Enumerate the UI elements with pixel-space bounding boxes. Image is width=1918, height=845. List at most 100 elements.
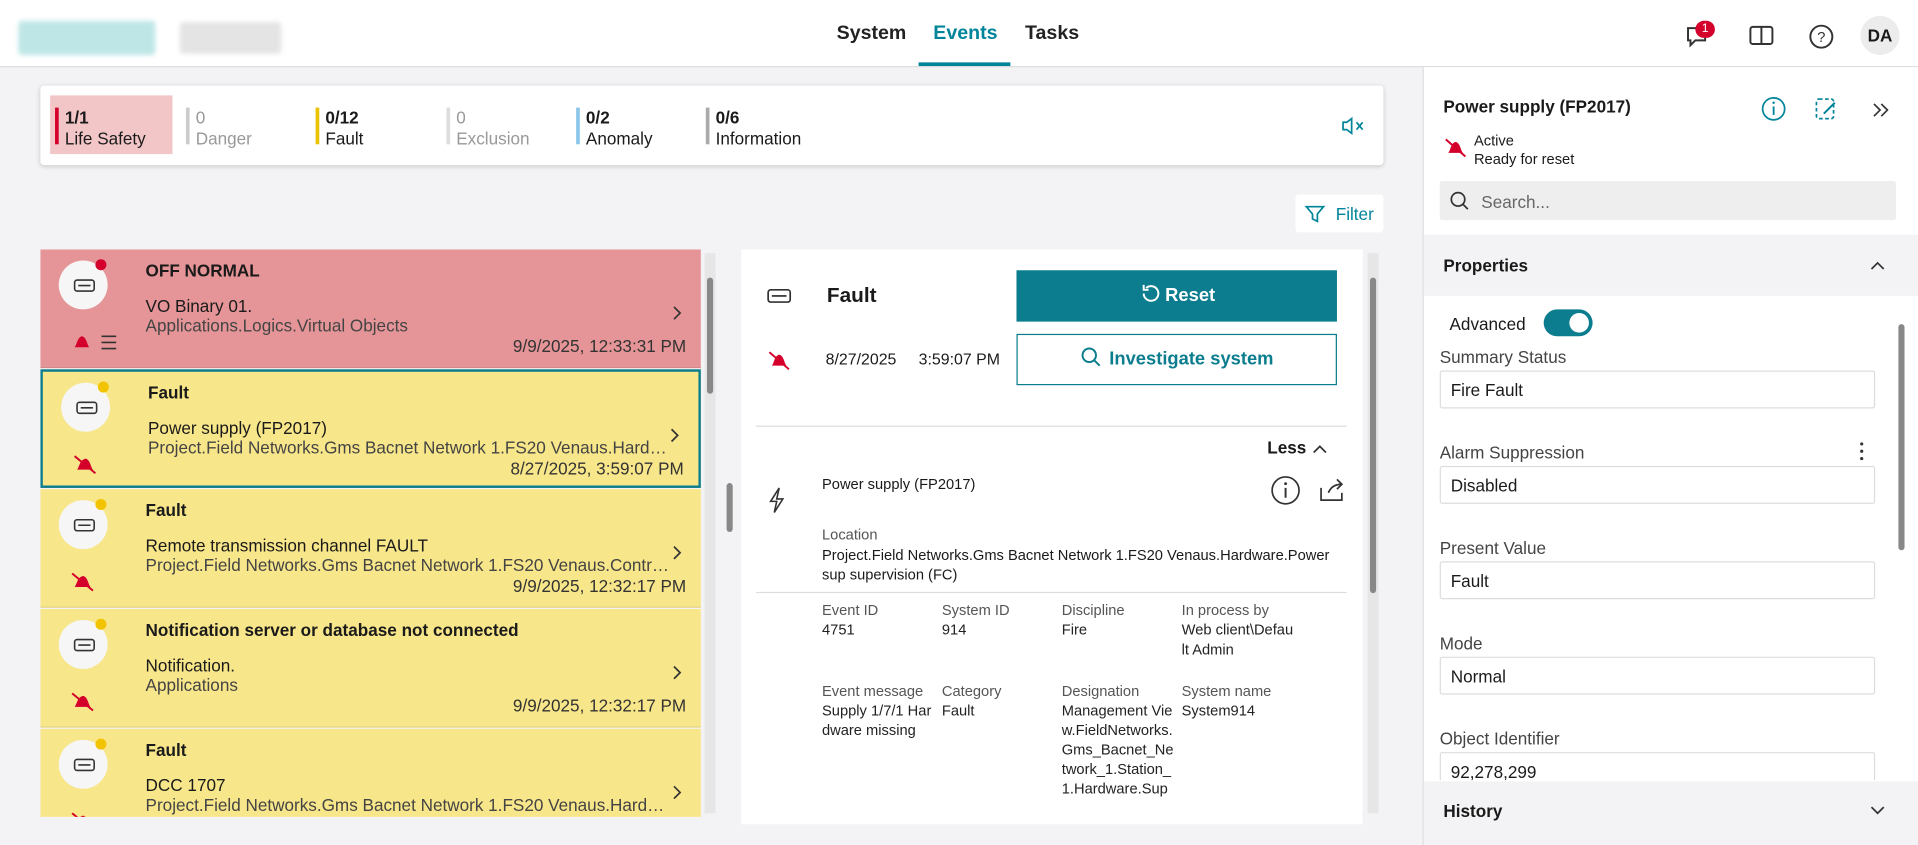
- chevron: [1870, 261, 1885, 270]
- chevron-glyph: [673, 306, 682, 320]
- lightning-icon: [769, 487, 785, 513]
- device-icon-glyph: [73, 279, 95, 292]
- event-row[interactable]: OFF NORMAL VO Binary 01. Applications.Logi…: [40, 249, 701, 369]
- divider: [755, 591, 1347, 594]
- status: Ready for reset: [1473, 150, 1575, 168]
- layout-icon[interactable]: [1749, 25, 1774, 46]
- device-icon-glyph: [73, 638, 95, 652]
- device-icon-glyph: [73, 758, 95, 772]
- event-time: 9/9/2025, 12:32:17 PM: [512, 575, 687, 596]
- note-icon[interactable]: [1814, 97, 1838, 121]
- mute-icon[interactable]: [1342, 116, 1366, 136]
- status: Active: [1473, 132, 1514, 150]
- event-name: Power supply (FP2017): [148, 418, 327, 438]
- splitter[interactable]: [726, 483, 733, 532]
- investigate-button[interactable]: Investigate system: [1016, 333, 1337, 386]
- properties-list: Summary Status Fire Fault Alarm Suppressio…: [1424, 342, 1889, 781]
- detail-date: 8/27/2025: [825, 349, 897, 369]
- alarm-icon-glyph: [71, 692, 94, 712]
- summary-label: Life Safety: [64, 128, 146, 148]
- alarm-icon-glyph: [71, 812, 86, 817]
- tab[interactable]: Events: [933, 23, 998, 45]
- share-icon[interactable]: [1319, 478, 1346, 502]
- event-path: Applications.Logics.Virtual Objects: [145, 315, 408, 336]
- property-value[interactable]: 92,278,299: [1439, 752, 1876, 781]
- avatar[interactable]: DA: [1860, 15, 1900, 56]
- summary-item[interactable]: 0/2 Anomaly: [571, 95, 693, 154]
- chevron: [664, 301, 691, 334]
- property-value[interactable]: Fault: [1439, 561, 1876, 600]
- alarm-icon-glyph: [74, 335, 117, 350]
- search-box[interactable]: Search...: [1439, 180, 1896, 221]
- alarm-icon: [70, 690, 97, 723]
- alarm-icon: [70, 330, 117, 363]
- device-icon-glyph: [76, 401, 98, 415]
- history-header[interactable]: History: [1423, 781, 1918, 845]
- scroll-thumb[interactable]: [707, 277, 714, 394]
- properties-header[interactable]: Properties: [1423, 234, 1918, 296]
- chevron: [664, 780, 691, 813]
- status-dot: [97, 381, 109, 393]
- event-row[interactable]: Fault DCC 1707 Project.Field Networks.Gms …: [40, 728, 701, 817]
- alarm-icon: [1445, 138, 1467, 158]
- event-title: OFF NORMAL: [145, 260, 260, 281]
- property-value[interactable]: Fire Fault: [1439, 370, 1876, 409]
- alarm-icon: [70, 570, 97, 603]
- collapse-icon[interactable]: [1873, 103, 1890, 118]
- field-value: System914: [1181, 701, 1256, 720]
- scroll-thumb[interactable]: [1898, 324, 1905, 551]
- advanced-toggle[interactable]: [1543, 309, 1593, 337]
- event-row[interactable]: Fault Power supply (FP2017) Project.Field …: [40, 369, 701, 488]
- info-icon[interactable]: [1271, 476, 1300, 505]
- tab[interactable]: System: [836, 23, 907, 45]
- detail-type: Fault: [826, 283, 877, 307]
- event-row[interactable]: Notification server or database not conn…: [40, 609, 701, 728]
- device-icon: [71, 752, 98, 785]
- detail-field: System ID 914: [942, 600, 1055, 639]
- less-toggle[interactable]: Less: [1267, 438, 1327, 457]
- device-icon: [767, 288, 792, 303]
- summary-item[interactable]: 0 Danger: [181, 95, 303, 154]
- scroll-thumb[interactable]: [1369, 277, 1377, 594]
- search-icon: [1081, 347, 1101, 367]
- status-dot: [95, 738, 107, 750]
- property-value[interactable]: Disabled: [1439, 465, 1876, 504]
- field-label: Event ID: [821, 601, 879, 619]
- summary-color: [576, 107, 580, 145]
- field-label: In process by: [1181, 601, 1269, 619]
- summary-item[interactable]: 0 Exclusion: [442, 95, 564, 154]
- event-row[interactable]: Fault Remote transmission channel FAULT Pr…: [40, 489, 701, 608]
- side-panel: Power supply (FP2017) Active Ready for r…: [1422, 67, 1918, 845]
- chevron: [664, 541, 691, 574]
- help-icon[interactable]: ?: [1809, 24, 1834, 49]
- reset-button[interactable]: Reset: [1016, 270, 1337, 322]
- info-icon[interactable]: [1761, 96, 1786, 121]
- divider: [755, 425, 1347, 427]
- chevron-glyph: [673, 785, 682, 800]
- chevron-glyph: [670, 428, 679, 443]
- more-icon[interactable]: [1858, 441, 1865, 461]
- summary-count: 0/6: [715, 107, 740, 128]
- device-icon: [71, 632, 98, 665]
- reset-icon: [1142, 284, 1159, 302]
- summary-item[interactable]: 0/6 Information: [701, 95, 823, 154]
- reset-label: Reset: [1165, 284, 1216, 306]
- svg-text:?: ?: [1817, 30, 1825, 46]
- search-placeholder: Search...: [1481, 191, 1550, 212]
- chevron-glyph: [673, 546, 682, 560]
- property-value[interactable]: Normal: [1439, 656, 1876, 695]
- filter-button[interactable]: Filter: [1295, 194, 1384, 233]
- logo-text: [179, 22, 282, 54]
- chevron: [1313, 445, 1327, 454]
- detail-time: 3:59:07 PM: [918, 349, 1000, 369]
- filter-icon: [1304, 205, 1326, 223]
- summary-count: 1/1: [64, 107, 89, 128]
- advanced-label: Advanced: [1449, 314, 1526, 334]
- event-path: Applications: [145, 675, 238, 695]
- summary-item[interactable]: 1/1 Life Safety: [50, 95, 173, 155]
- device-icon: [71, 512, 98, 545]
- tab[interactable]: Tasks: [1025, 23, 1080, 45]
- summary-item[interactable]: 0/12 Fault: [311, 95, 433, 154]
- event-title: Fault: [145, 500, 187, 520]
